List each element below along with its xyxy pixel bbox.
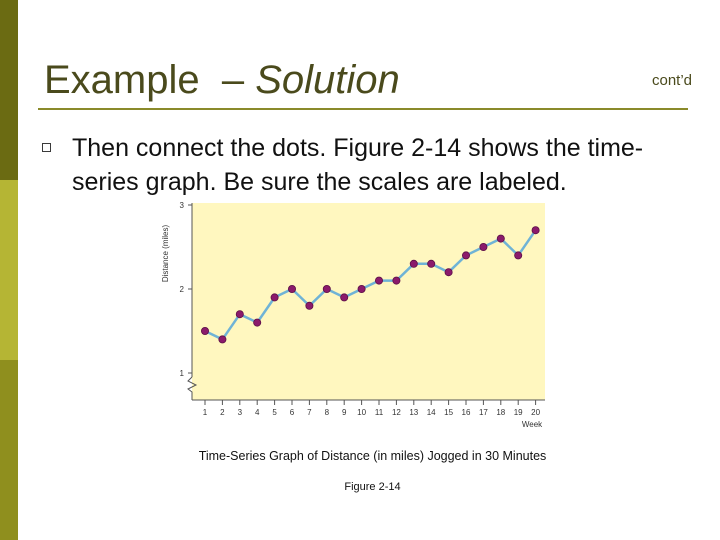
x-tick-label: 9 — [342, 408, 347, 417]
data-point — [201, 326, 210, 335]
x-tick-label: 2 — [220, 408, 225, 417]
data-point — [218, 335, 227, 344]
data-point — [514, 251, 523, 260]
x-tick-label: 19 — [514, 408, 523, 417]
square-bullet-icon — [42, 143, 51, 152]
y-axis-label: Distance (miles) — [161, 224, 170, 282]
y-tick-label: 2 — [180, 285, 185, 294]
x-tick-label: 6 — [290, 408, 295, 417]
x-tick-label: 20 — [531, 408, 540, 417]
x-tick-label: 17 — [479, 408, 488, 417]
accent-bar-middle — [0, 180, 18, 360]
data-point — [479, 243, 488, 252]
x-tick-label: 15 — [444, 408, 453, 417]
data-point — [392, 276, 401, 285]
x-tick-label: 1 — [203, 408, 208, 417]
slide-title: Example – Solution — [44, 58, 400, 103]
y-tick-label: 3 — [180, 201, 185, 210]
accent-bar-bottom — [0, 360, 18, 540]
title-underline — [38, 108, 688, 110]
chart-figure: 1 2 3 Distance (miles) 1 2 3 4 5 6 7 8 9 10 11 12 13 14 15… — [150, 195, 560, 440]
x-tick-label: 14 — [427, 408, 436, 417]
data-point — [235, 310, 244, 319]
x-tick-label: 4 — [255, 408, 260, 417]
y-tick-label: 1 — [180, 369, 185, 378]
data-point — [340, 293, 349, 302]
data-point — [427, 259, 436, 268]
data-point — [444, 268, 453, 277]
data-point — [357, 285, 366, 294]
data-point — [253, 318, 262, 327]
data-point — [287, 285, 296, 294]
bullet-text: Then connect the dots. Figure 2-14 shows… — [72, 134, 644, 196]
x-tick-label: 13 — [409, 408, 418, 417]
title-subtitle: Solution — [255, 58, 400, 102]
data-point — [305, 301, 314, 310]
title-main: Example — [44, 58, 200, 102]
chart-caption: Time-Series Graph of Distance (in miles)… — [198, 449, 547, 463]
x-tick-label: 7 — [307, 408, 312, 417]
y-axis-break-icon — [187, 376, 198, 400]
figure-label: Figure 2-14 — [344, 481, 401, 493]
x-tick-label: 11 — [375, 408, 384, 417]
continued-label: cont’d — [652, 72, 693, 89]
plot-area — [192, 203, 545, 400]
data-point — [461, 251, 470, 260]
x-tick-label: 12 — [392, 408, 401, 417]
title-dash: – — [221, 58, 245, 102]
x-tick-label: 8 — [325, 408, 330, 417]
x-tick-label: 10 — [357, 408, 366, 417]
data-point — [496, 234, 505, 243]
x-tick-label: 18 — [496, 408, 505, 417]
x-axis-label: Week — [522, 420, 543, 429]
data-point — [374, 276, 383, 285]
x-tick-label: 5 — [272, 408, 277, 417]
x-tick-label: 3 — [238, 408, 243, 417]
x-tick-label: 16 — [462, 408, 471, 417]
data-point — [409, 259, 418, 268]
data-point — [270, 293, 279, 302]
data-point — [322, 285, 331, 294]
accent-bar-top — [0, 0, 18, 180]
data-point — [531, 226, 540, 235]
